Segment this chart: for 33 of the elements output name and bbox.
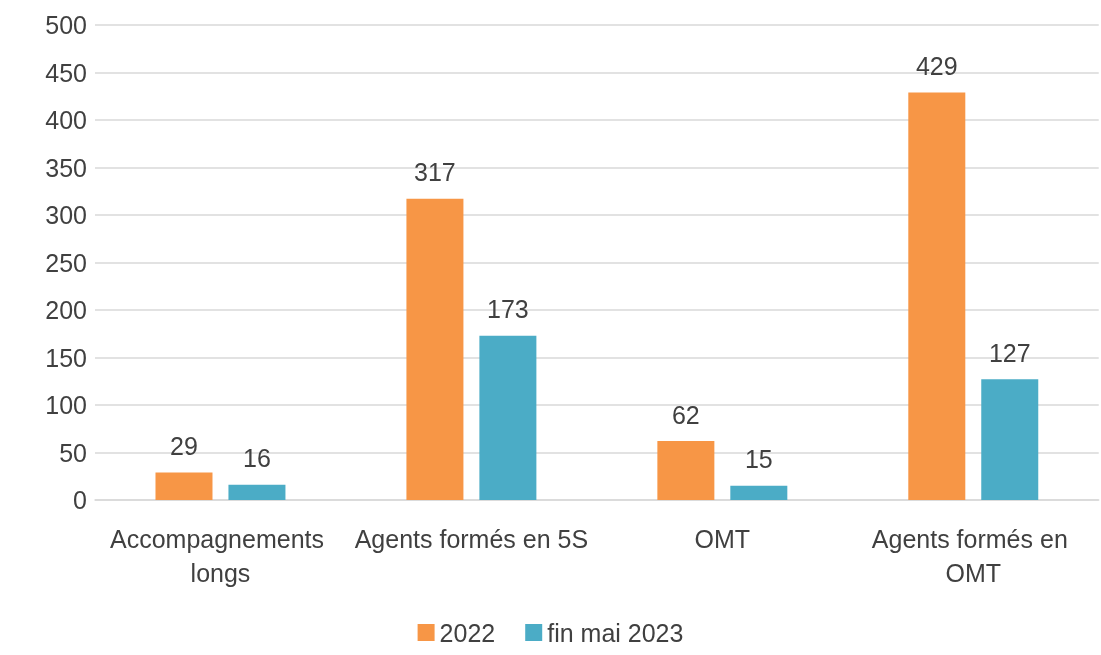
- data-label: 15: [744, 445, 773, 474]
- y-tick-label: 400: [45, 106, 87, 134]
- data-label: 173: [487, 295, 529, 324]
- y-tick-label: 500: [45, 11, 87, 39]
- bar: [657, 441, 715, 500]
- bar: [228, 484, 286, 500]
- y-tick-label: 350: [45, 153, 87, 182]
- y-tick-label: 200: [45, 296, 87, 324]
- data-label: 16: [243, 444, 271, 473]
- bar: [981, 379, 1039, 500]
- legend-label: fin mai 2023: [547, 618, 684, 647]
- bar: [730, 485, 788, 500]
- x-tick-label: OMT: [694, 525, 751, 553]
- x-tick-label: Accompagnements longs: [109, 525, 331, 587]
- y-tick-label: 0: [73, 486, 87, 514]
- y-tick-label: 250: [45, 248, 87, 277]
- y-tick-label: 100: [45, 391, 87, 419]
- y-tick-label: 300: [45, 201, 87, 229]
- data-label: 127: [988, 338, 1031, 367]
- data-label: 317: [414, 158, 456, 187]
- y-tick-label: 450: [45, 58, 87, 87]
- legend-label: 2022: [439, 618, 496, 647]
- y-tick-label: 150: [45, 343, 87, 372]
- x-tick-label: Agents formés en 5S: [354, 525, 589, 553]
- data-label: 29: [170, 431, 198, 460]
- bar: [406, 198, 464, 500]
- bar: [155, 472, 213, 500]
- data-label: 429: [915, 51, 958, 80]
- bar: [479, 335, 537, 500]
- bar: [908, 92, 966, 500]
- x-tick-label: Agents formés en OMT: [871, 525, 1075, 587]
- y-tick-label: 50: [59, 438, 87, 467]
- data-label: 62: [671, 400, 700, 429]
